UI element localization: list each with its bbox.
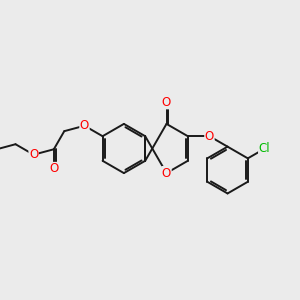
Text: O: O bbox=[80, 119, 89, 132]
Text: O: O bbox=[162, 96, 171, 109]
Text: O: O bbox=[205, 130, 214, 143]
Text: O: O bbox=[29, 148, 38, 161]
Text: Cl: Cl bbox=[259, 142, 270, 155]
Text: O: O bbox=[162, 167, 171, 180]
Text: O: O bbox=[49, 162, 58, 176]
